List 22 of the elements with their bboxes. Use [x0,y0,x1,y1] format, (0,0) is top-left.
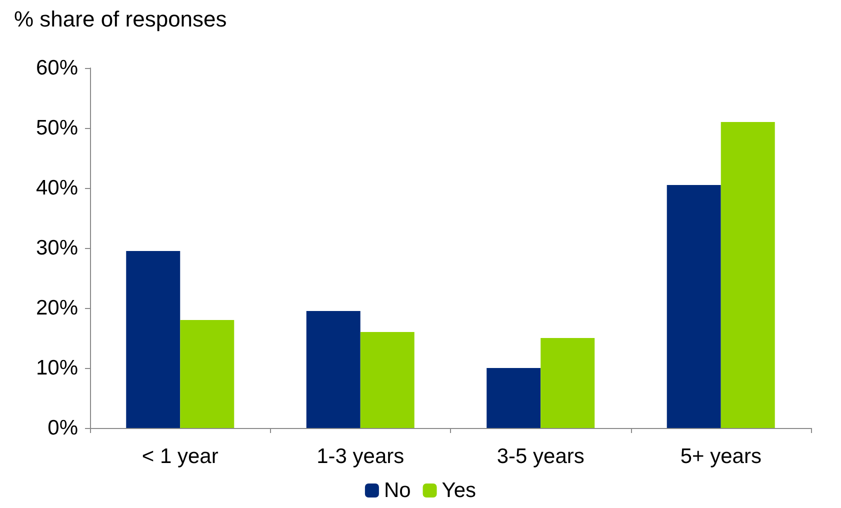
legend-label: Yes [442,479,476,502]
y-tick-label: 40% [36,176,78,200]
bar [306,311,360,428]
bar [486,368,541,428]
y-tick-label: 60% [36,56,78,80]
bar [540,338,595,428]
legend-label: No [384,479,411,502]
x-tick-label: 5+ years [680,445,762,468]
y-axis-title: % share of responses [14,6,227,32]
bar [666,185,721,428]
x-tick-label: 3-5 years [496,445,584,468]
x-tick-label: 1-3 years [316,445,404,468]
bar [720,122,775,428]
y-tick-label: 10% [36,356,78,380]
x-tick-label: < 1 year [142,445,218,468]
y-tick-label: 50% [36,116,78,140]
y-tick-label: 0% [48,416,78,440]
y-tick-label: 20% [36,296,78,320]
bar [360,332,414,428]
y-tick-label: 30% [36,236,78,260]
bar [180,320,234,428]
bar [126,251,180,428]
